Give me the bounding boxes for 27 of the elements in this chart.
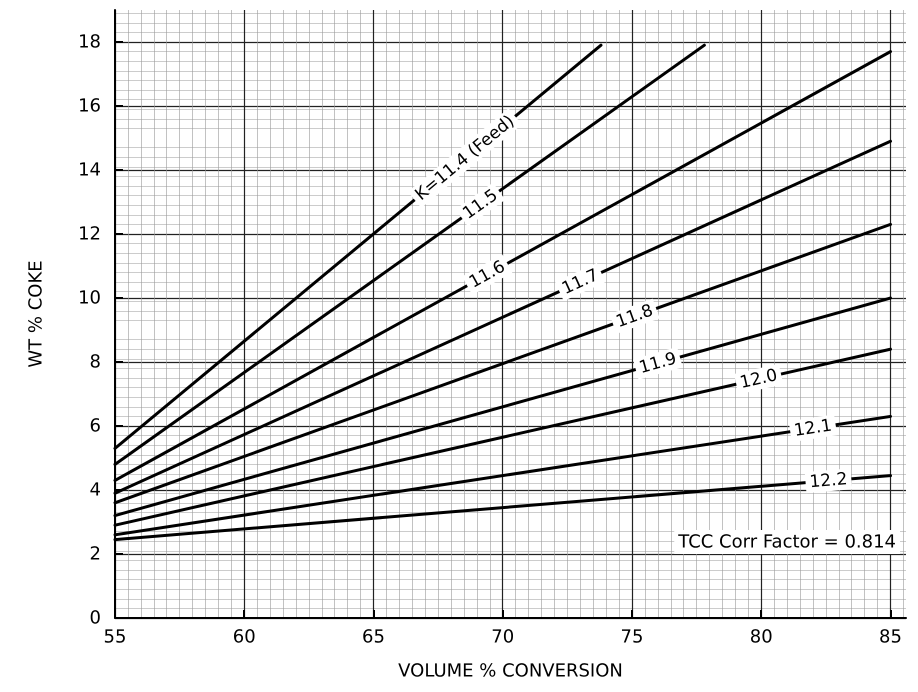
text: 11.6	[466, 256, 509, 292]
x-tick-label: 55	[104, 626, 126, 648]
y-tick-label: 8	[90, 352, 101, 372]
y-tick-label: 16	[78, 96, 101, 116]
x-tick-label: 65	[362, 626, 385, 648]
y-tick-label: 10	[78, 288, 101, 308]
y-tick-label: 6	[90, 416, 101, 436]
x-tick-label: 80	[750, 626, 773, 648]
text: 11.7	[558, 265, 602, 299]
y-tick-label: 12	[78, 224, 101, 244]
y-tick-label: 4	[90, 480, 101, 500]
annotation: TCC Corr Factor = 0.814	[677, 532, 896, 552]
x-tick-label: 75	[620, 626, 644, 648]
text: 11.8	[613, 300, 656, 332]
x-tick-label: 85	[879, 626, 902, 648]
x-axis-title: VOLUME % CONVERSION	[398, 660, 623, 682]
x-tick-label: 60	[232, 626, 256, 648]
y-tick-label: 0	[90, 608, 101, 628]
y-tick-label: 14	[78, 160, 101, 180]
text: 12.0	[738, 365, 780, 394]
y-tick-label: 2	[90, 544, 101, 564]
text: 12.1	[792, 415, 834, 441]
x-tick-label: 70	[491, 626, 514, 648]
series-label: 12.2	[808, 469, 848, 492]
y-tick-label: 18	[78, 32, 101, 52]
text: 11.9	[636, 348, 679, 378]
y-axis-title: WT % COKE	[26, 260, 46, 368]
